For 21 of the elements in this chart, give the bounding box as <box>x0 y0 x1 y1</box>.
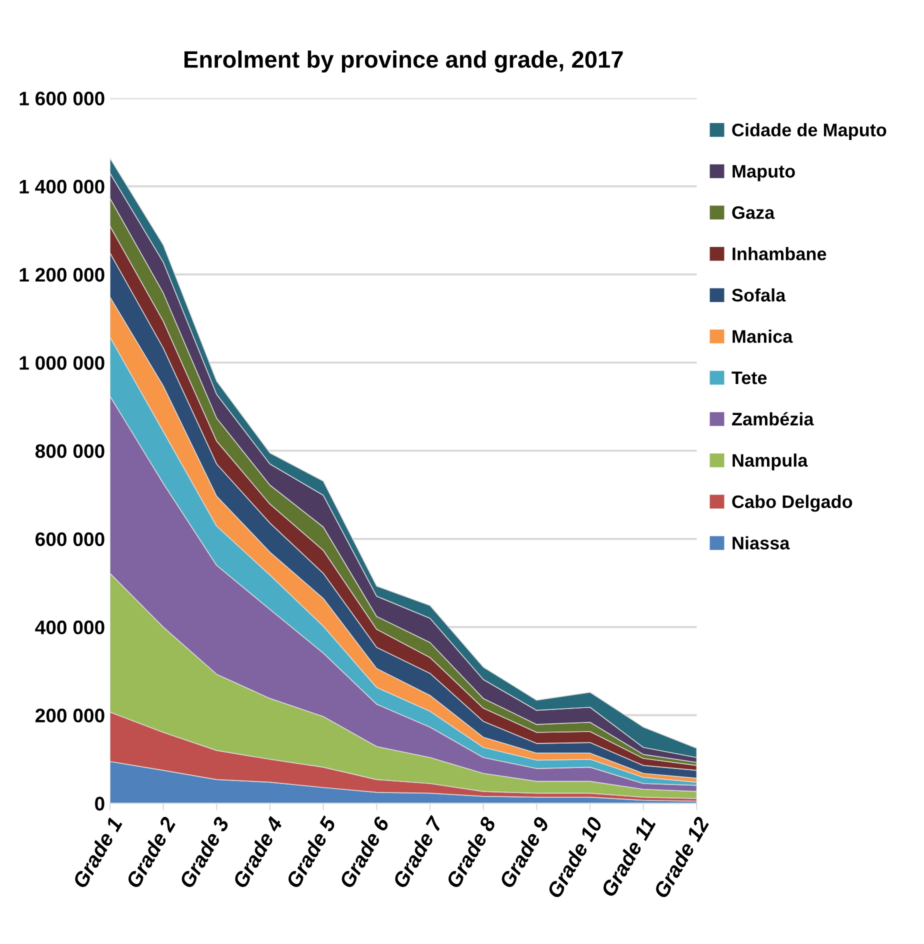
legend-label: Maputo <box>732 165 795 182</box>
y-tick-label: 1 200 000 <box>20 268 104 282</box>
legend-label: Cidade de Maputo <box>732 123 886 140</box>
y-tick-label: 1 400 000 <box>20 180 104 194</box>
chart-title: Enrolment by province and grade, 2017 <box>184 50 623 73</box>
legend-label: Inhambane <box>732 247 826 260</box>
y-tick-label: 0 <box>95 796 104 811</box>
legend-label: Cabo Delgado <box>732 494 852 512</box>
y-tick-label: 800 000 <box>35 444 104 458</box>
legend-label: Sofala <box>732 288 786 302</box>
y-tick-label: 600 000 <box>36 532 104 546</box>
legend-label: Zambézia <box>732 412 814 426</box>
y-tick-label: 200 000 <box>35 708 104 722</box>
legend-label: Gaza <box>732 206 775 219</box>
legend-label: Tete <box>732 372 767 384</box>
y-tick-label: 400 000 <box>35 620 104 634</box>
y-tick-label: 1 600 000 <box>20 92 104 106</box>
legend-label: Niassa <box>732 536 790 550</box>
legend-label: Nampula <box>732 454 808 470</box>
y-tick-label: 1 000 000 <box>20 356 104 370</box>
legend-label: Manica <box>732 330 793 343</box>
